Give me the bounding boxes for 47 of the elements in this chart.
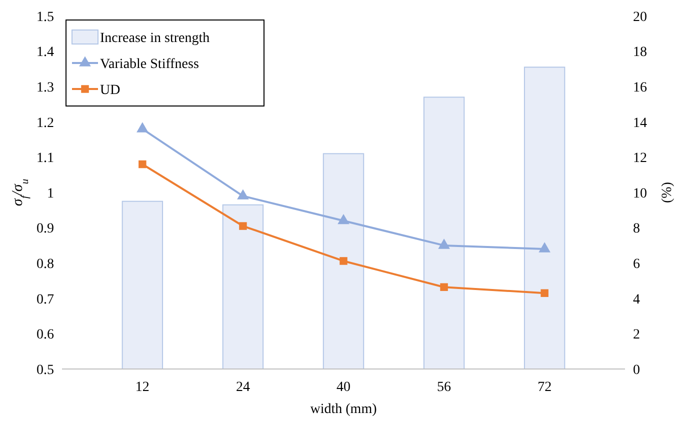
y2-tick-label: 14 <box>633 116 647 131</box>
y2-tick-label: 12 <box>633 151 647 166</box>
point <box>239 222 247 230</box>
legend-label: UD <box>100 82 120 98</box>
y-tick-label: 1 <box>47 186 54 202</box>
y-tick-label: 1.3 <box>36 80 54 96</box>
legend-label: Increase in strength <box>100 30 210 46</box>
x-tick-label: 56 <box>437 380 452 395</box>
point <box>138 160 146 168</box>
y-tick-label: 1.4 <box>36 45 54 60</box>
y-tick-label: 0.9 <box>36 222 54 237</box>
y-tick-label: 0.8 <box>36 257 54 272</box>
y-tick-label: 0.7 <box>36 292 54 308</box>
bar <box>122 200 164 370</box>
bar <box>222 204 264 370</box>
bar <box>423 96 465 370</box>
y2-tick-label: 10 <box>633 186 647 202</box>
point <box>438 238 450 249</box>
y2-tick-label: 2 <box>633 328 640 343</box>
x-axis-title: width (mm) <box>310 402 378 417</box>
y2-tick-label: 6 <box>633 257 640 272</box>
x-tick-label: 40 <box>336 380 350 395</box>
y2-tick-label: 18 <box>633 45 647 60</box>
point <box>540 289 548 297</box>
y2-tick-label: 8 <box>633 222 640 237</box>
x-tick-label: 12 <box>135 380 150 395</box>
point <box>340 257 348 265</box>
x-tick-label: 72 <box>538 380 552 395</box>
point <box>237 189 249 200</box>
bar <box>322 153 364 370</box>
y2-tick-label: 4 <box>633 292 640 308</box>
y2-axis-title: (%) <box>660 182 675 203</box>
y-tick-label: 1.5 <box>36 10 54 25</box>
y-tick-label: 1.1 <box>36 151 54 166</box>
point <box>338 214 350 224</box>
legend-label: Variable Stiffness <box>100 56 199 72</box>
point <box>440 283 448 291</box>
x-tick-label: 24 <box>236 380 250 395</box>
y2-tick-label: 20 <box>633 10 647 25</box>
y-tick-label: 0.5 <box>36 362 54 378</box>
y2-tick-label: 16 <box>633 80 647 96</box>
point <box>136 122 148 132</box>
y-tick-label: 1.2 <box>36 116 54 131</box>
bar <box>524 66 566 370</box>
y-tick-label: 0.6 <box>36 328 54 343</box>
y2-tick-label: 0 <box>633 362 640 378</box>
point <box>538 242 550 252</box>
